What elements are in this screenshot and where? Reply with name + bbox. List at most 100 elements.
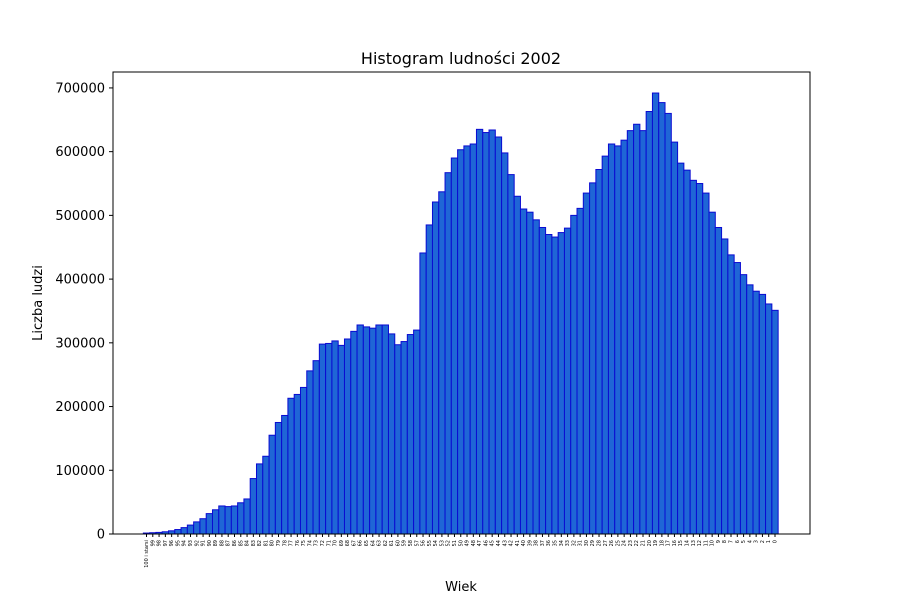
x-tick-label: 58	[408, 540, 414, 546]
x-tick-label: 41	[515, 540, 521, 546]
x-tick-label: 79	[276, 540, 282, 546]
x-tick-label: 9	[716, 540, 722, 543]
x-tick-label: 73	[314, 540, 320, 546]
x-tick-label: 64	[370, 540, 376, 546]
bar	[419, 252, 427, 535]
bar	[651, 92, 660, 535]
bar	[658, 102, 666, 535]
x-tick-label: 82	[257, 540, 263, 546]
bar	[450, 157, 459, 535]
x-tick-label: 26	[609, 540, 615, 546]
y-axis-label: Liczba ludzi	[31, 265, 46, 341]
x-tick-label: 81	[263, 540, 269, 546]
x-tick-label: 57	[414, 540, 420, 546]
x-tick-label: 44	[496, 540, 502, 546]
bar	[551, 236, 559, 535]
bar	[199, 518, 207, 535]
bar	[362, 326, 371, 535]
x-tick-label: 39	[527, 540, 533, 546]
plot-frame	[112, 71, 811, 535]
bar	[677, 162, 685, 535]
bar	[532, 219, 540, 535]
x-tick-label: 50	[458, 540, 464, 546]
x-tick-label: 5	[741, 540, 747, 543]
bar	[243, 498, 251, 535]
x-tick-label: 78	[282, 540, 288, 546]
bar	[174, 529, 182, 535]
x-tick-label: 17	[666, 540, 672, 546]
bar	[752, 290, 760, 535]
x-tick-label: 51	[452, 540, 458, 546]
bar	[771, 309, 779, 535]
bar	[708, 211, 716, 535]
bar	[582, 192, 591, 535]
x-tick-label: 69	[339, 540, 345, 546]
bar	[695, 183, 704, 535]
x-tick-label: 62	[383, 540, 389, 546]
bar	[431, 201, 440, 535]
x-tick-label: 7	[729, 540, 735, 543]
x-tick-label: 68	[345, 540, 351, 546]
x-tick-label: 42	[509, 540, 515, 546]
bar	[193, 521, 201, 535]
bar	[413, 329, 421, 535]
y-tick-label: 400000	[55, 273, 105, 288]
bar	[645, 111, 653, 535]
x-tick-label: 75	[301, 540, 307, 546]
bar	[739, 274, 748, 535]
x-tick-label: 10	[710, 540, 716, 546]
x-tick-label: 2	[760, 540, 766, 543]
x-tick-label: 80	[270, 540, 276, 546]
x-tick-label: 77	[289, 540, 295, 546]
x-tick-label: 76	[295, 540, 301, 546]
x-tick-label: 89	[213, 540, 219, 546]
x-tick-label: 37	[540, 540, 546, 546]
y-tick-label: 700000	[55, 81, 105, 96]
x-tick-label: 28	[597, 540, 603, 546]
y-tick-label: 0	[97, 528, 105, 543]
bar	[293, 393, 301, 535]
bar	[494, 136, 503, 535]
x-tick-label: 43	[502, 540, 508, 546]
x-tick-label: 18	[659, 540, 665, 546]
x-tick-label: 87	[226, 540, 232, 546]
bar	[356, 324, 364, 535]
bar	[337, 344, 345, 535]
bar	[230, 505, 239, 535]
bar	[758, 293, 767, 535]
bar	[224, 506, 232, 535]
x-tick-label: 16	[672, 540, 678, 546]
bar	[557, 232, 565, 535]
bar	[299, 386, 308, 535]
bar	[576, 207, 584, 535]
bar	[425, 224, 433, 535]
bar	[331, 340, 339, 535]
bar	[318, 343, 327, 535]
bar	[570, 214, 578, 535]
x-tick-label: 19	[653, 540, 659, 546]
x-tick-label: 35	[553, 540, 559, 546]
x-tick-label: 25	[615, 540, 621, 546]
bar	[186, 524, 195, 535]
bar	[664, 112, 672, 535]
x-tick-label: 32	[571, 540, 577, 546]
x-tick-label: 27	[603, 540, 609, 546]
x-tick-label: 31	[578, 540, 584, 546]
x-tick-label: 93	[188, 540, 194, 546]
x-tick-label: 54	[433, 540, 439, 546]
x-tick-label: 20	[647, 540, 653, 546]
bar	[626, 130, 635, 535]
x-tick-label: 91	[201, 540, 207, 546]
x-tick-label: 6	[735, 540, 741, 543]
x-tick-label: 94	[182, 540, 188, 546]
x-tick-label: 38	[534, 540, 540, 546]
bar	[457, 149, 465, 535]
bar	[702, 192, 710, 535]
x-tick-label: 99	[150, 540, 156, 546]
bar	[262, 455, 270, 535]
x-tick-label: 45	[490, 540, 496, 546]
bar	[614, 145, 622, 535]
y-tick-label: 100000	[55, 464, 105, 479]
bar	[721, 238, 729, 535]
x-tick-label: 70	[333, 540, 339, 546]
